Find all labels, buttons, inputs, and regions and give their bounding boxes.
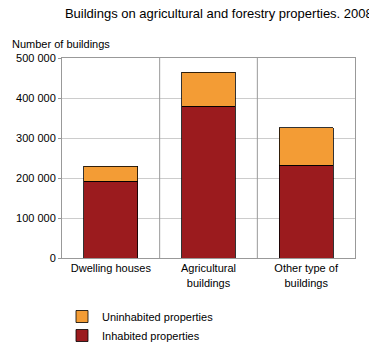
- svg-text:300 000: 300 000: [16, 132, 56, 144]
- svg-text:100 000: 100 000: [16, 212, 56, 224]
- svg-text:500 000: 500 000: [16, 52, 56, 64]
- svg-text:Agriculturalbuildings: Agriculturalbuildings: [181, 262, 236, 288]
- svg-text:0: 0: [50, 252, 56, 264]
- svg-text:200 000: 200 000: [16, 172, 56, 184]
- svg-text:Number of buildings: Number of buildings: [12, 38, 110, 50]
- svg-text:Buildings on agricultural and: Buildings on agricultural and forestry p…: [65, 6, 369, 21]
- svg-text:Dwelling houses: Dwelling houses: [71, 262, 152, 274]
- svg-text:Other type ofbuildings: Other type ofbuildings: [274, 262, 339, 288]
- svg-text:Inhabited properties: Inhabited properties: [102, 330, 200, 342]
- svg-text:Uninhabited properties: Uninhabited properties: [102, 311, 213, 323]
- svg-text:400 000: 400 000: [16, 92, 56, 104]
